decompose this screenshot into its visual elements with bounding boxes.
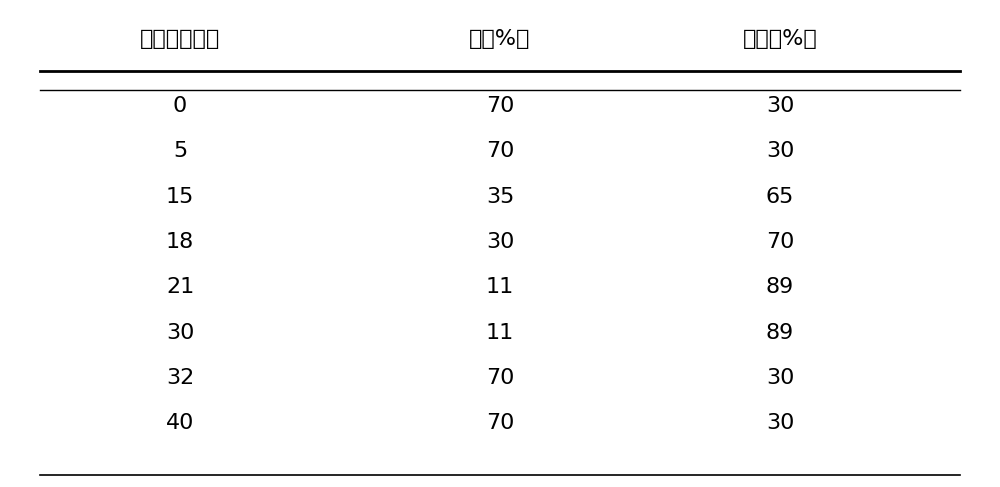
Text: 11: 11 <box>486 322 514 343</box>
Text: 70: 70 <box>486 141 514 162</box>
Text: 40: 40 <box>166 413 194 433</box>
Text: 30: 30 <box>766 368 794 388</box>
Text: 甲醇（%）: 甲醇（%） <box>743 29 817 49</box>
Text: 5: 5 <box>173 141 187 162</box>
Text: 18: 18 <box>166 232 194 252</box>
Text: 70: 70 <box>766 232 794 252</box>
Text: 89: 89 <box>766 322 794 343</box>
Text: 30: 30 <box>766 141 794 162</box>
Text: 30: 30 <box>766 96 794 116</box>
Text: 65: 65 <box>766 187 794 207</box>
Text: 70: 70 <box>486 413 514 433</box>
Text: 89: 89 <box>766 277 794 298</box>
Text: 70: 70 <box>486 368 514 388</box>
Text: 30: 30 <box>766 413 794 433</box>
Text: 30: 30 <box>166 322 194 343</box>
Text: 32: 32 <box>166 368 194 388</box>
Text: 35: 35 <box>486 187 514 207</box>
Text: 0: 0 <box>173 96 187 116</box>
Text: 30: 30 <box>486 232 514 252</box>
Text: 15: 15 <box>166 187 194 207</box>
Text: 21: 21 <box>166 277 194 298</box>
Text: 11: 11 <box>486 277 514 298</box>
Text: 70: 70 <box>486 96 514 116</box>
Text: 水（%）: 水（%） <box>469 29 531 49</box>
Text: 时间（分钟）: 时间（分钟） <box>140 29 220 49</box>
